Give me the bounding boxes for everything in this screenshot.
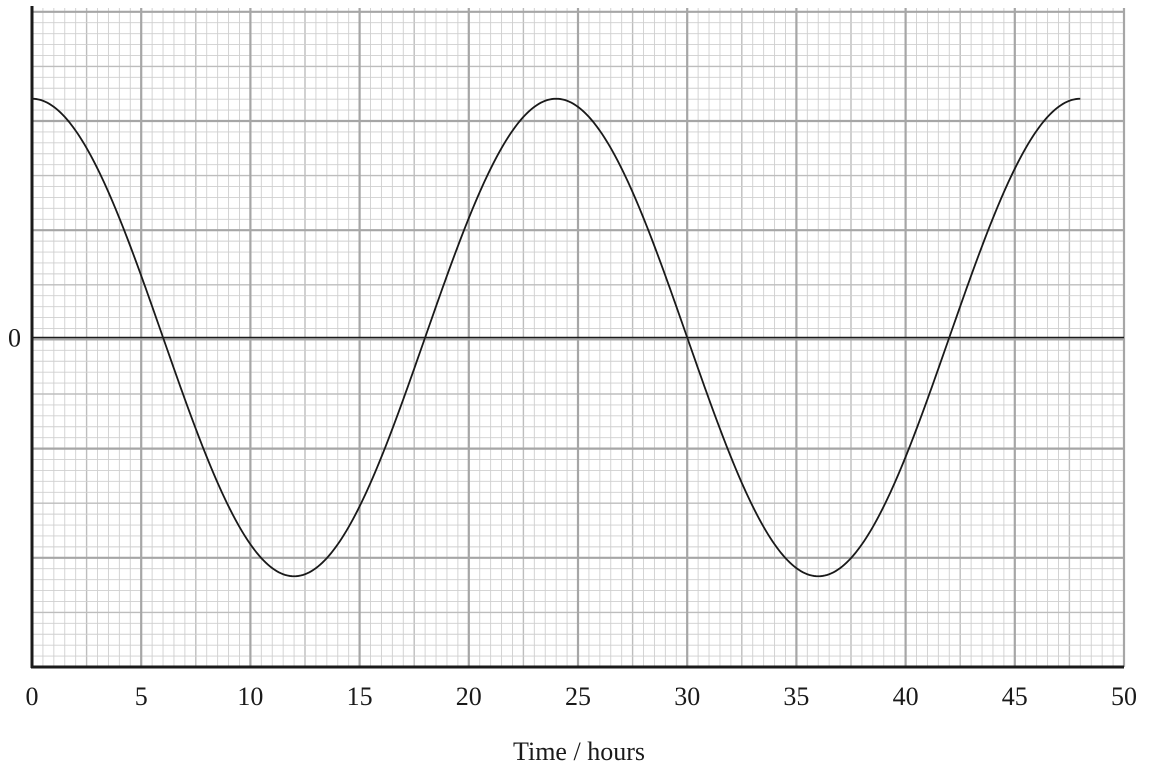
x-tick-label: 40 [893,682,919,711]
y-tick-labels: 0 [8,324,21,353]
x-tick-label: 35 [783,682,809,711]
x-tick-label: 50 [1111,682,1137,711]
series-line-0 [31,97,1081,578]
x-tick-label: 20 [456,682,482,711]
x-tick-label: 5 [135,682,148,711]
x-tick-label: 0 [26,682,39,711]
x-tick-label: 45 [1002,682,1028,711]
y-tick-label: 0 [8,324,21,353]
x-axis-title: Time / hours [513,737,645,766]
series-layer [31,97,1081,578]
x-tick-label: 15 [347,682,373,711]
x-tick-label: 10 [237,682,263,711]
x-tick-label: 25 [565,682,591,711]
x-tick-label: 30 [674,682,700,711]
x-tick-labels: 0 5 10 15 20 25 30 35 40 45 50 [26,682,1138,711]
